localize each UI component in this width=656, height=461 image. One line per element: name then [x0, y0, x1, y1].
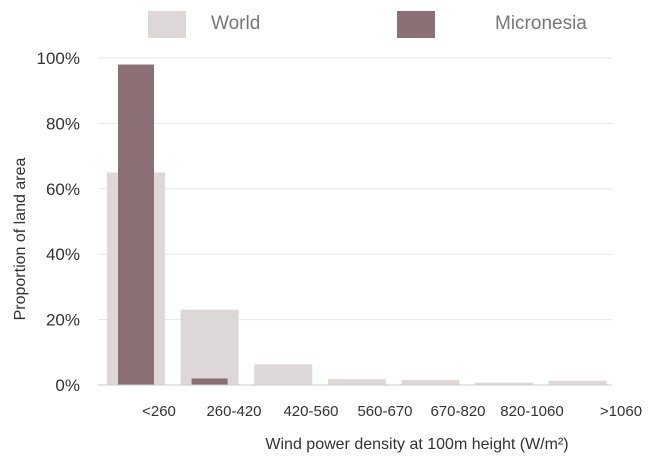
- bar-micronesia: [118, 64, 154, 385]
- x-axis-ticks: <260 260-420 420-560 560-670 670-820 820-1060…: [142, 403, 642, 420]
- y-tick-label: 80%: [46, 114, 80, 133]
- y-tick-label: 100%: [37, 49, 80, 68]
- bar-world: [180, 309, 239, 385]
- bar-world: [548, 380, 607, 385]
- x-tick-label: 820-1060: [500, 403, 563, 420]
- legend-swatch-micronesia: [397, 11, 435, 38]
- bar-world: [327, 379, 386, 385]
- x-tick-label: <260: [142, 403, 176, 420]
- x-tick-label: 560-670: [357, 403, 412, 420]
- x-tick-label: 260-420: [206, 403, 261, 420]
- legend-label-micronesia: Micronesia: [495, 13, 587, 34]
- y-axis-ticks: 0% 20% 40% 60% 80% 100%: [37, 49, 80, 395]
- legend-label-world: World: [211, 13, 260, 34]
- x-tick-label: 420-560: [283, 403, 338, 420]
- x-tick-label: >1060: [600, 403, 642, 420]
- x-axis-title: Wind power density at 100m height (W/m²): [265, 436, 568, 453]
- bar-micronesia: [191, 378, 228, 385]
- bar-world: [475, 382, 533, 385]
- x-tick-label: 670-820: [430, 403, 485, 420]
- bar-world: [401, 380, 460, 385]
- y-tick-label: 60%: [46, 180, 80, 199]
- y-tick-label: 40%: [46, 245, 80, 264]
- legend-swatch-world: [148, 11, 186, 38]
- legend: World Micronesia: [148, 11, 587, 38]
- y-axis-title: Proportion of land area: [12, 158, 29, 321]
- bars: [107, 64, 607, 385]
- bar-world: [254, 364, 313, 385]
- y-tick-label: 0%: [55, 376, 80, 395]
- y-tick-label: 20%: [46, 311, 80, 330]
- gridlines: [98, 57, 612, 321]
